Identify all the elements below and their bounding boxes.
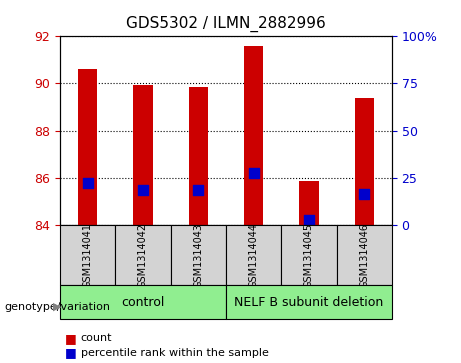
Title: GDS5302 / ILMN_2882996: GDS5302 / ILMN_2882996 — [126, 16, 326, 32]
Bar — [60, 285, 226, 319]
Point — [305, 217, 313, 223]
Text: genotype/variation: genotype/variation — [5, 302, 111, 312]
Text: GSM1314043: GSM1314043 — [193, 223, 203, 287]
Bar — [115, 225, 171, 285]
Bar — [226, 225, 281, 285]
Text: ▶: ▶ — [53, 302, 61, 312]
Bar — [337, 225, 392, 285]
Bar — [78, 69, 97, 225]
Bar — [244, 46, 263, 225]
Bar — [171, 225, 226, 285]
Bar — [281, 225, 337, 285]
Point — [250, 170, 257, 176]
Bar — [355, 98, 374, 225]
Bar — [60, 225, 115, 285]
Text: ■: ■ — [65, 346, 76, 359]
Point — [84, 180, 91, 185]
Text: GSM1314045: GSM1314045 — [304, 223, 314, 287]
Point — [139, 187, 147, 192]
Text: control: control — [121, 296, 165, 309]
Bar — [299, 182, 319, 225]
Text: count: count — [81, 333, 112, 343]
Point — [195, 187, 202, 192]
Text: GSM1314041: GSM1314041 — [83, 223, 93, 287]
Text: percentile rank within the sample: percentile rank within the sample — [81, 348, 269, 358]
Point — [361, 192, 368, 197]
Text: GSM1314044: GSM1314044 — [248, 223, 259, 287]
Text: GSM1314042: GSM1314042 — [138, 223, 148, 287]
Text: NELF B subunit deletion: NELF B subunit deletion — [234, 296, 384, 309]
Text: ■: ■ — [65, 332, 76, 345]
Bar — [133, 85, 153, 225]
Text: GSM1314046: GSM1314046 — [359, 223, 369, 287]
Bar — [226, 285, 392, 319]
Bar — [189, 87, 208, 225]
